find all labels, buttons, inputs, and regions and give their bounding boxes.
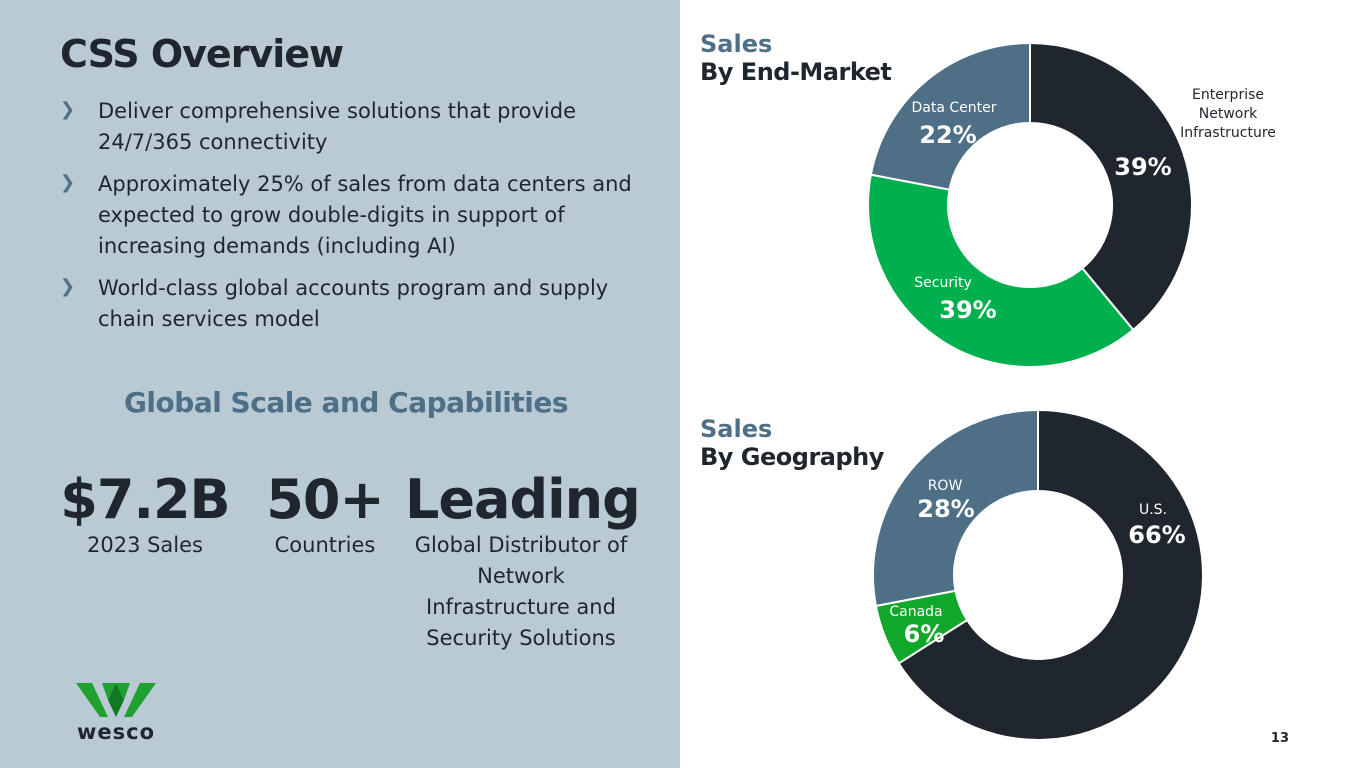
stat-countries: 50+ Countries [260, 470, 390, 561]
chart-subtitle: By End-Market [700, 58, 892, 86]
slice-value-label: 39% [939, 296, 996, 324]
chart-1-heading: Sales By End-Market [700, 30, 892, 86]
stat-label: 2023 Sales [86, 533, 203, 557]
slice-value-label: 22% [919, 121, 976, 149]
wesco-w-logo [76, 683, 156, 717]
scale-heading: Global Scale and Capabilities [123, 386, 569, 419]
bullet-text: Approximately 25% of sales from data cen… [98, 172, 632, 258]
page-title: CSS Overview [60, 32, 344, 76]
slice-value-label: 28% [917, 495, 974, 523]
donut-slice [867, 173, 1135, 368]
slice-name-label: ROW [928, 478, 963, 494]
bullet-text: Deliver comprehensive solutions that pro… [98, 99, 576, 154]
donut-slice [1029, 41, 1193, 332]
chart-title: Sales [700, 30, 773, 58]
stat-label: Global Distributor of Network Infrastruc… [414, 533, 628, 650]
wesco-logo: wesco [76, 680, 156, 744]
slice-name-label: Data Center [912, 100, 997, 116]
left-panel [0, 0, 680, 768]
chart-subtitle: By Geography [700, 443, 884, 471]
chevron-right-icon: ❯ [60, 276, 76, 297]
donut-slice [872, 408, 1039, 608]
chevron-right-icon: ❯ [60, 172, 76, 193]
slice-value-label: 66% [1128, 521, 1185, 549]
stat-value: Leading [405, 468, 641, 531]
slice-value-label: 6% [904, 620, 945, 648]
donut-slice [897, 408, 1204, 741]
slice-name-label: Canada [889, 604, 942, 620]
stat-leading: Leading Global Distributor of Network In… [405, 468, 641, 654]
bullet-item: ❯ Deliver comprehensive solutions that p… [60, 96, 660, 158]
stat-sales: $7.2B 2023 Sales [55, 470, 235, 561]
chart-2-heading: Sales By Geography [700, 415, 884, 471]
stat-label: Countries [274, 533, 376, 557]
bullet-text: World-class global accounts program and … [98, 276, 609, 331]
slice-name-label: U.S. [1139, 502, 1167, 518]
bullet-item: ❯ World-class global accounts program an… [60, 273, 660, 335]
slice-value-label: 39% [1114, 153, 1171, 181]
slice-name-label: Infrastructure [1180, 125, 1276, 141]
bullet-item: ❯ Approximately 25% of sales from data c… [60, 169, 660, 262]
donut-slice [869, 41, 1031, 191]
chevron-right-icon: ❯ [60, 99, 76, 120]
chart-title: Sales [700, 415, 773, 443]
slice-name-label: Network [1199, 106, 1258, 122]
slice-name-label: Enterprise [1192, 87, 1264, 103]
logo-text: wesco [76, 720, 156, 744]
stat-value: 50+ [266, 468, 384, 531]
slice-name-label: Security [914, 275, 972, 291]
stat-value: $7.2B [60, 468, 230, 531]
page-number: 13 [1270, 731, 1289, 746]
bullet-list: ❯ Deliver comprehensive solutions that p… [60, 96, 660, 346]
